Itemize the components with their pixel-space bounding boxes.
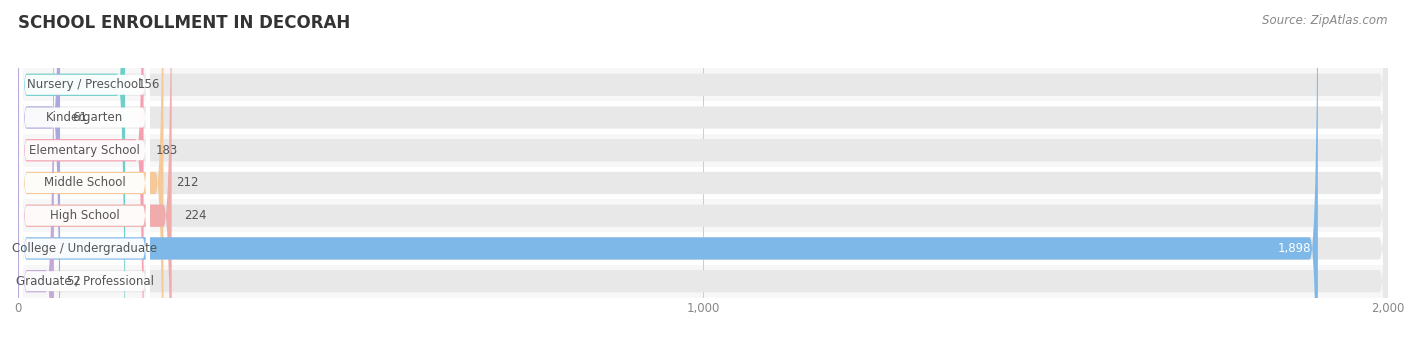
FancyBboxPatch shape (20, 0, 150, 342)
Bar (18, 199, 1388, 232)
Text: 224: 224 (184, 209, 207, 222)
FancyBboxPatch shape (18, 0, 1388, 342)
Bar (18, 134, 1388, 167)
FancyBboxPatch shape (18, 0, 60, 342)
Text: 61: 61 (72, 111, 87, 124)
FancyBboxPatch shape (18, 0, 172, 342)
Text: Nursery / Preschool: Nursery / Preschool (28, 78, 142, 91)
FancyBboxPatch shape (20, 0, 150, 342)
Bar (18, 68, 1388, 101)
Bar (18, 265, 1388, 298)
Text: Source: ZipAtlas.com: Source: ZipAtlas.com (1263, 14, 1388, 27)
FancyBboxPatch shape (20, 0, 150, 342)
FancyBboxPatch shape (20, 0, 150, 342)
FancyBboxPatch shape (18, 0, 143, 342)
Text: 183: 183 (156, 144, 179, 157)
Text: 212: 212 (176, 176, 198, 189)
FancyBboxPatch shape (18, 0, 1317, 342)
FancyBboxPatch shape (18, 0, 1388, 342)
FancyBboxPatch shape (18, 0, 53, 342)
Text: 52: 52 (66, 275, 82, 288)
Text: SCHOOL ENROLLMENT IN DECORAH: SCHOOL ENROLLMENT IN DECORAH (18, 14, 350, 32)
FancyBboxPatch shape (18, 0, 125, 342)
Bar (18, 232, 1388, 265)
Text: 156: 156 (138, 78, 160, 91)
Bar (18, 167, 1388, 199)
Text: Kindergarten: Kindergarten (46, 111, 124, 124)
Text: Elementary School: Elementary School (30, 144, 141, 157)
FancyBboxPatch shape (20, 0, 150, 342)
Text: 1,898: 1,898 (1278, 242, 1310, 255)
FancyBboxPatch shape (20, 0, 150, 342)
FancyBboxPatch shape (18, 0, 1388, 342)
Text: College / Undergraduate: College / Undergraduate (13, 242, 157, 255)
Text: High School: High School (49, 209, 120, 222)
Bar (18, 101, 1388, 134)
FancyBboxPatch shape (18, 0, 163, 342)
FancyBboxPatch shape (20, 0, 150, 342)
FancyBboxPatch shape (18, 0, 1388, 342)
FancyBboxPatch shape (18, 0, 1388, 342)
Text: Graduate / Professional: Graduate / Professional (15, 275, 153, 288)
FancyBboxPatch shape (18, 0, 1388, 342)
FancyBboxPatch shape (18, 0, 1388, 342)
Text: Middle School: Middle School (44, 176, 125, 189)
